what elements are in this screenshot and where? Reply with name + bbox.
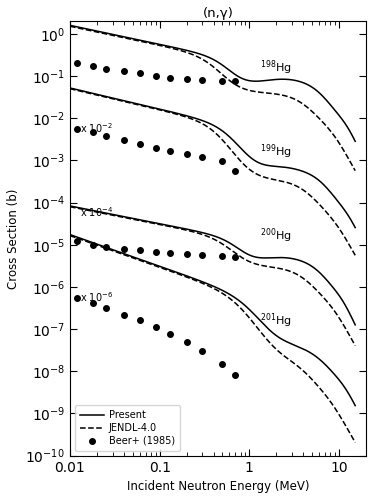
- Text: $^{201}$Hg: $^{201}$Hg: [260, 311, 291, 330]
- Text: $^{198}$Hg: $^{198}$Hg: [260, 58, 291, 76]
- Point: [232, 254, 238, 262]
- Point: [90, 128, 96, 136]
- Point: [232, 168, 238, 175]
- Point: [200, 347, 206, 355]
- Point: [90, 62, 96, 70]
- Title: (n,γ): (n,γ): [203, 7, 233, 20]
- Point: [90, 240, 96, 248]
- Point: [232, 372, 238, 380]
- Point: [137, 246, 143, 254]
- Point: [137, 316, 143, 324]
- Point: [167, 147, 173, 155]
- X-axis label: Incident Neutron Energy (MeV): Incident Neutron Energy (MeV): [127, 480, 309, 493]
- Point: [219, 76, 225, 84]
- Point: [232, 78, 238, 86]
- Point: [74, 60, 80, 68]
- Point: [103, 304, 109, 312]
- Point: [121, 245, 127, 253]
- Point: [103, 64, 109, 72]
- Point: [200, 153, 206, 161]
- Point: [219, 360, 225, 368]
- Point: [74, 238, 80, 246]
- Point: [153, 72, 159, 80]
- Text: x 10$^{-4}$: x 10$^{-4}$: [80, 206, 113, 219]
- Text: x 10$^{-2}$: x 10$^{-2}$: [80, 121, 113, 135]
- Point: [90, 299, 96, 307]
- Point: [153, 144, 159, 152]
- Point: [137, 140, 143, 147]
- Point: [74, 125, 80, 133]
- Point: [121, 136, 127, 144]
- Point: [153, 248, 159, 256]
- Point: [219, 158, 225, 166]
- Legend: Present, JENDL-4.0, Beer+ (1985): Present, JENDL-4.0, Beer+ (1985): [75, 405, 180, 451]
- Point: [184, 75, 189, 83]
- Text: $^{200}$Hg: $^{200}$Hg: [260, 226, 291, 246]
- Point: [153, 324, 159, 332]
- Point: [103, 132, 109, 140]
- Text: $^{199}$Hg: $^{199}$Hg: [260, 142, 291, 161]
- Point: [103, 242, 109, 250]
- Point: [137, 70, 143, 78]
- Point: [74, 294, 80, 302]
- Point: [184, 150, 189, 158]
- Point: [184, 250, 189, 258]
- Point: [219, 252, 225, 260]
- Point: [121, 310, 127, 318]
- Point: [200, 76, 206, 84]
- Point: [167, 249, 173, 257]
- Point: [184, 338, 189, 346]
- Y-axis label: Cross Section (b): Cross Section (b): [7, 188, 20, 288]
- Point: [200, 251, 206, 259]
- Point: [167, 330, 173, 338]
- Text: x 10$^{-6}$: x 10$^{-6}$: [80, 290, 113, 304]
- Point: [121, 67, 127, 75]
- Point: [167, 74, 173, 82]
